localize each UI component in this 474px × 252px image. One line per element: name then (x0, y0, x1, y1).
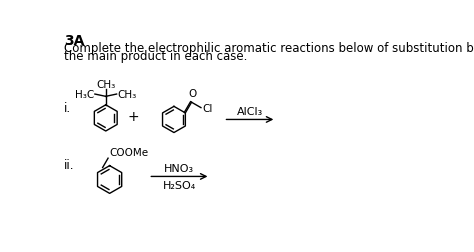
Text: CH₃: CH₃ (96, 79, 115, 89)
Text: O: O (188, 89, 196, 99)
Text: H₃C: H₃C (75, 90, 94, 100)
Text: COOMe: COOMe (109, 148, 149, 158)
Text: Cl: Cl (202, 103, 213, 113)
Text: HNO₃: HNO₃ (164, 164, 194, 174)
Text: 3A: 3A (64, 34, 84, 48)
Text: i.: i. (64, 101, 71, 114)
Text: AlCl₃: AlCl₃ (237, 106, 263, 116)
Text: CH₃: CH₃ (118, 90, 137, 100)
Text: Complete the electrophilic aromatic reactions below of substitution by designing: Complete the electrophilic aromatic reac… (64, 42, 474, 55)
Text: H₂SO₄: H₂SO₄ (163, 180, 196, 190)
Text: ii.: ii. (64, 158, 74, 171)
Text: +: + (128, 110, 139, 124)
Text: the main product in each case.: the main product in each case. (64, 49, 247, 62)
